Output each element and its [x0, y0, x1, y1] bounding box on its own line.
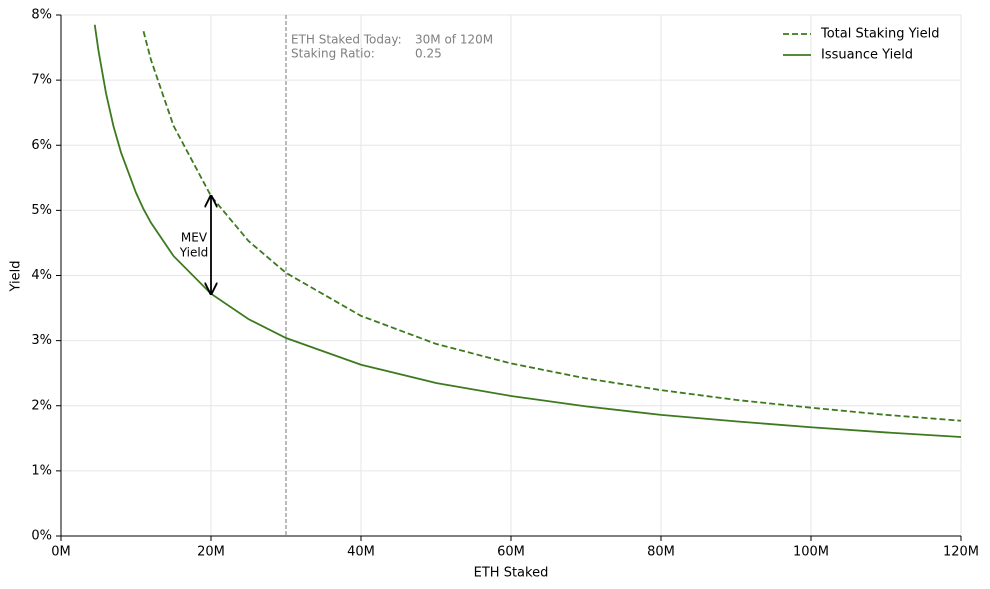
- y-tick-label: 3%: [31, 333, 52, 348]
- y-tick-label: 4%: [31, 268, 52, 283]
- x-tick-label: 20M: [197, 545, 225, 560]
- plot-area: [93, 24, 961, 438]
- y-tick-label: 6%: [31, 138, 52, 153]
- x-tick-label: 0M: [51, 545, 71, 560]
- y-tick-label: 2%: [31, 398, 52, 413]
- x-axis-label: ETH Staked: [474, 566, 549, 581]
- mev-label: MEV: [181, 230, 208, 244]
- y-tick-label: 1%: [31, 463, 52, 478]
- x-tick-label: 100M: [793, 545, 829, 560]
- legend-label: Issuance Yield: [821, 48, 913, 63]
- mev-label: Yield: [179, 245, 209, 259]
- info-value: 0.25: [415, 47, 442, 61]
- series-line: [93, 24, 961, 438]
- y-tick-label: 5%: [31, 203, 52, 218]
- y-tick-label: 7%: [31, 73, 52, 88]
- info-value: 30M of 120M: [415, 33, 493, 47]
- x-tick-label: 80M: [647, 545, 675, 560]
- y-axis-label: Yield: [9, 261, 24, 293]
- x-tick-label: 120M: [943, 545, 979, 560]
- y-tick-label: 0%: [31, 529, 52, 544]
- y-tick-label: 8%: [31, 8, 52, 23]
- x-tick-label: 60M: [497, 545, 525, 560]
- x-tick-label: 40M: [347, 545, 375, 560]
- info-label: Staking Ratio:: [291, 47, 375, 61]
- series-line: [142, 31, 961, 422]
- info-label: ETH Staked Today:: [291, 33, 402, 47]
- legend-label: Total Staking Yield: [820, 27, 940, 42]
